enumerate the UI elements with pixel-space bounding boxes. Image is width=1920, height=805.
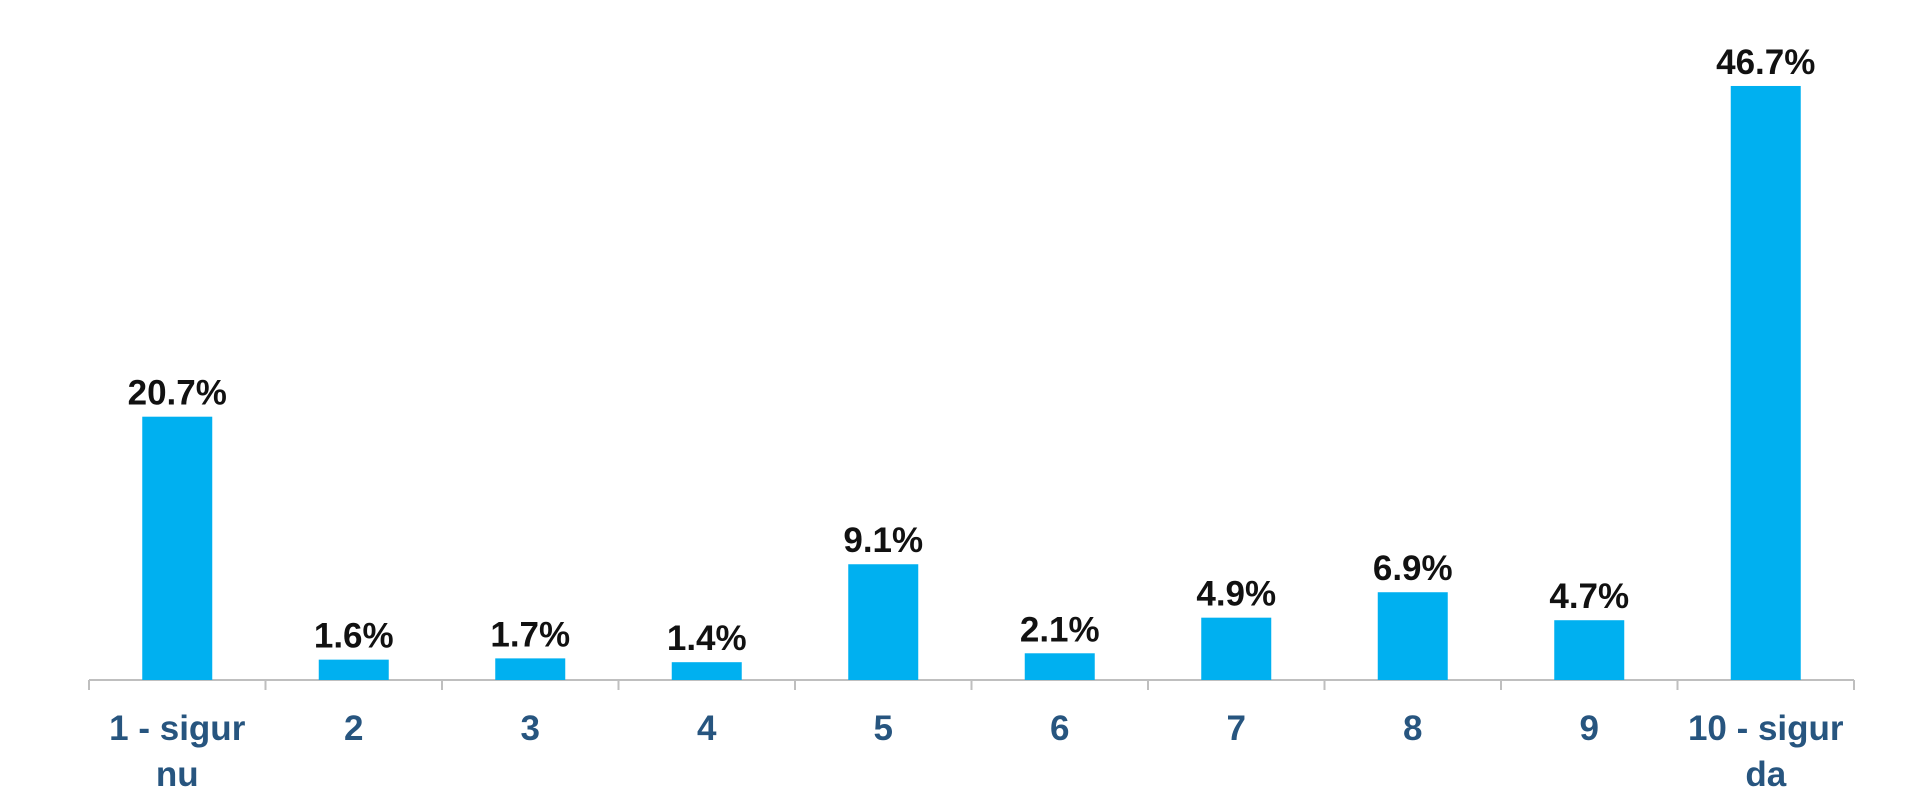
bar (1024, 653, 1095, 680)
bar (848, 564, 919, 680)
bar (142, 416, 213, 680)
value-label: 6.9% (1373, 549, 1453, 588)
value-label: 20.7% (128, 374, 227, 413)
value-label: 46.7% (1716, 43, 1815, 82)
bar (671, 662, 742, 680)
bar (495, 658, 566, 680)
bar (1730, 85, 1801, 680)
x-tick-label: 8 (1403, 709, 1423, 748)
bar (1201, 617, 1272, 680)
x-tick-label: 4 (697, 709, 717, 748)
bar (318, 659, 389, 680)
x-tick-label: 2 (344, 709, 364, 748)
value-label: 4.7% (1549, 577, 1629, 616)
bar (1377, 592, 1448, 680)
value-label: 9.1% (843, 521, 923, 560)
value-label: 1.7% (490, 615, 570, 654)
value-label: 2.1% (1020, 610, 1100, 649)
x-tick-label: 3 (520, 709, 540, 748)
value-label: 1.4% (667, 619, 747, 658)
value-label: 1.6% (314, 617, 394, 656)
x-tick-label: 7 (1226, 709, 1246, 748)
x-tick-label: 5 (873, 709, 893, 748)
x-tick-label: 1 - sigur nu (109, 709, 246, 794)
bar (1554, 620, 1625, 680)
x-tick-label: 6 (1050, 709, 1070, 748)
x-tick-label: 9 (1579, 709, 1599, 748)
value-label: 4.9% (1196, 575, 1276, 614)
x-tick-label: 10 - sigur da (1687, 709, 1844, 794)
